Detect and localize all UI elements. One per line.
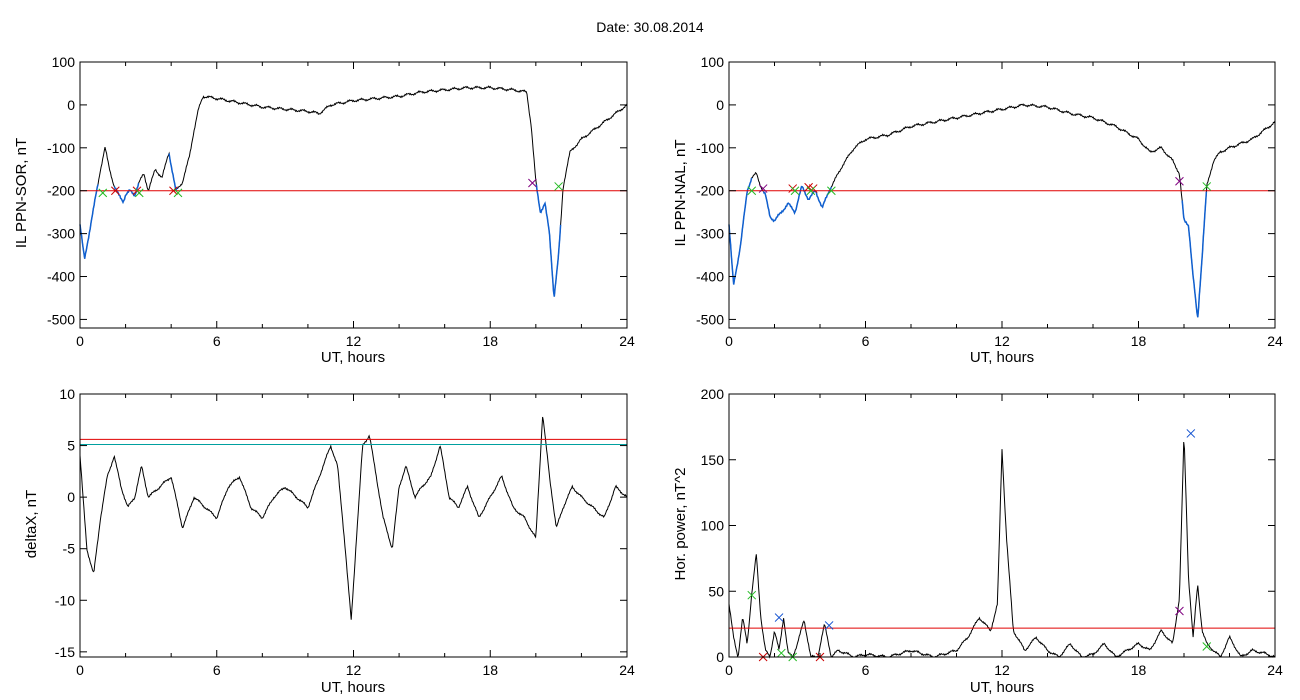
hor_power-xtick-label: 6 <box>862 662 870 678</box>
deltax-xtick-label: 12 <box>346 662 362 678</box>
il_sor-ytick-label: -400 <box>47 269 75 285</box>
figure-title: Date: 30.08.2014 <box>596 19 704 35</box>
il_sor-marker-0 <box>110 186 120 196</box>
hor_power-xtick-label: 24 <box>1267 662 1283 678</box>
il_nal-marker-0 <box>758 184 768 193</box>
il_nal-xtick-label: 0 <box>725 333 733 349</box>
hor-power-ylabel: Hor. power, nT^2 <box>672 468 689 581</box>
il_nal-event-2 <box>1181 191 1208 318</box>
il_nal-event-1 <box>762 185 832 223</box>
il_nal-trace <box>728 103 1276 318</box>
il_sor-xtick-label: 12 <box>346 333 362 349</box>
il_sor-xtick-label: 0 <box>76 333 84 349</box>
hor_power-xtick-label: 0 <box>725 662 733 678</box>
il_sor-ytick-label: -200 <box>47 183 75 199</box>
deltax-xtick-label: 24 <box>619 662 635 678</box>
il_nal-ytick-label: -300 <box>696 226 724 242</box>
deltax-ytick-label: 5 <box>67 438 75 454</box>
il_nal-marker-7 <box>806 186 816 196</box>
deltax-xtick-label: 18 <box>482 662 498 678</box>
il_nal-ytick-label: -100 <box>696 140 724 156</box>
hor_power-marker-4 <box>824 621 834 630</box>
hor_power-ytick-label: 0 <box>716 649 724 665</box>
il_sor-xtick-label: 24 <box>619 333 635 349</box>
deltax-ytick-label: 0 <box>67 489 75 505</box>
il_nal-ytick-label: 100 <box>701 54 725 70</box>
hor_power-marker-5 <box>1186 429 1196 438</box>
il_sor-ytick-label: -100 <box>47 140 75 156</box>
il_sor-ytick-label: -300 <box>47 226 75 242</box>
il_nal-ytick-label: -500 <box>696 311 724 327</box>
hor_power-marker-3 <box>774 613 784 622</box>
hor_power-marker-8 <box>1175 606 1184 616</box>
il_nal-event-0 <box>728 177 753 285</box>
hor_power-ytick-label: 100 <box>701 518 725 534</box>
il_nal-ytick-label: -400 <box>696 269 724 285</box>
il_sor-ytick-label: 100 <box>52 54 76 70</box>
panel-deltax: deltaX, nT UT, hours 0 6 12 18 24 10 5 0 -5 -10 -1… <box>23 386 635 696</box>
il_sor-ytick-label: -500 <box>47 311 75 327</box>
hor-power-xlabel: UT, hours <box>970 679 1034 696</box>
il_sor-frame <box>79 61 628 329</box>
il_nal-ytick-label: 0 <box>716 97 724 113</box>
hor_power-trace <box>728 441 1276 659</box>
hor_power-ytick-label: 50 <box>708 583 724 599</box>
deltax-xlabel: UT, hours <box>321 679 385 696</box>
deltax-xtick-label: 6 <box>213 662 221 678</box>
il_sor-marker-6 <box>173 188 183 198</box>
panel-hor-power: Hor. power, nT^2 UT, hours 0 6 12 18 24 200 15… <box>672 386 1283 696</box>
hor_power-marker-9 <box>1202 642 1212 651</box>
il_sor-event-2 <box>168 153 179 192</box>
hor_power-ytick-label: 150 <box>701 452 725 468</box>
il_sor-xtick-label: 6 <box>213 333 221 349</box>
deltax-ytick-label: -10 <box>55 592 75 608</box>
hor_power-marker-0 <box>747 590 757 600</box>
il_sor-marker-3 <box>528 178 537 188</box>
il_nal-marker-4 <box>1175 176 1184 186</box>
il_sor-trace <box>79 85 628 297</box>
hor_power-ytick-label: 200 <box>701 386 725 402</box>
deltax-ytick-label: -15 <box>55 644 75 660</box>
il_sor-marker-2 <box>169 186 178 196</box>
deltax-trace <box>79 416 628 620</box>
il_nal-ytick-label: -200 <box>696 183 724 199</box>
panel-il-sor: IL PPN-SOR, nT UT, hours 0 6 12 18 24 100 0 -10… <box>13 54 635 366</box>
il_sor-ytick-label: 0 <box>67 97 75 113</box>
deltax-xtick-label: 0 <box>76 662 84 678</box>
il-sor-xlabel: UT, hours <box>321 349 385 366</box>
il_sor-marker-4 <box>98 188 108 198</box>
hor_power-xtick-label: 12 <box>994 662 1010 678</box>
il-sor-ylabel: IL PPN-SOR, nT <box>13 138 30 248</box>
il_sor-event-3 <box>535 184 562 297</box>
deltax-ytick-label: -5 <box>63 541 76 557</box>
il_sor-event-0 <box>79 184 99 259</box>
hor_power-marker-1 <box>776 648 786 658</box>
hor_power-xtick-label: 18 <box>1131 662 1147 678</box>
deltax-ytick-label: 10 <box>59 386 75 402</box>
il_nal-xtick-label: 12 <box>994 333 1010 349</box>
il_nal-marker-9 <box>1202 182 1212 191</box>
hor_power-frame <box>728 393 1276 658</box>
il-nal-xlabel: UT, hours <box>970 349 1034 366</box>
il_nal-xtick-label: 24 <box>1267 333 1283 349</box>
il_nal-marker-8 <box>827 186 836 196</box>
il_nal-xtick-label: 18 <box>1131 333 1147 349</box>
il_sor-marker-5 <box>134 188 144 198</box>
il_nal-xtick-label: 6 <box>862 333 870 349</box>
il_nal-marker-6 <box>790 186 800 196</box>
il_nal-marker-5 <box>747 186 757 196</box>
il_sor-marker-7 <box>554 182 563 191</box>
deltax-ylabel: deltaX, nT <box>23 490 40 558</box>
il_sor-xtick-label: 18 <box>482 333 498 349</box>
panel-il-nal: IL PPN-NAL, nT UT, hours 0 6 12 18 24 100 0 -10… <box>672 54 1283 366</box>
il-nal-ylabel: IL PPN-NAL, nT <box>672 140 689 247</box>
